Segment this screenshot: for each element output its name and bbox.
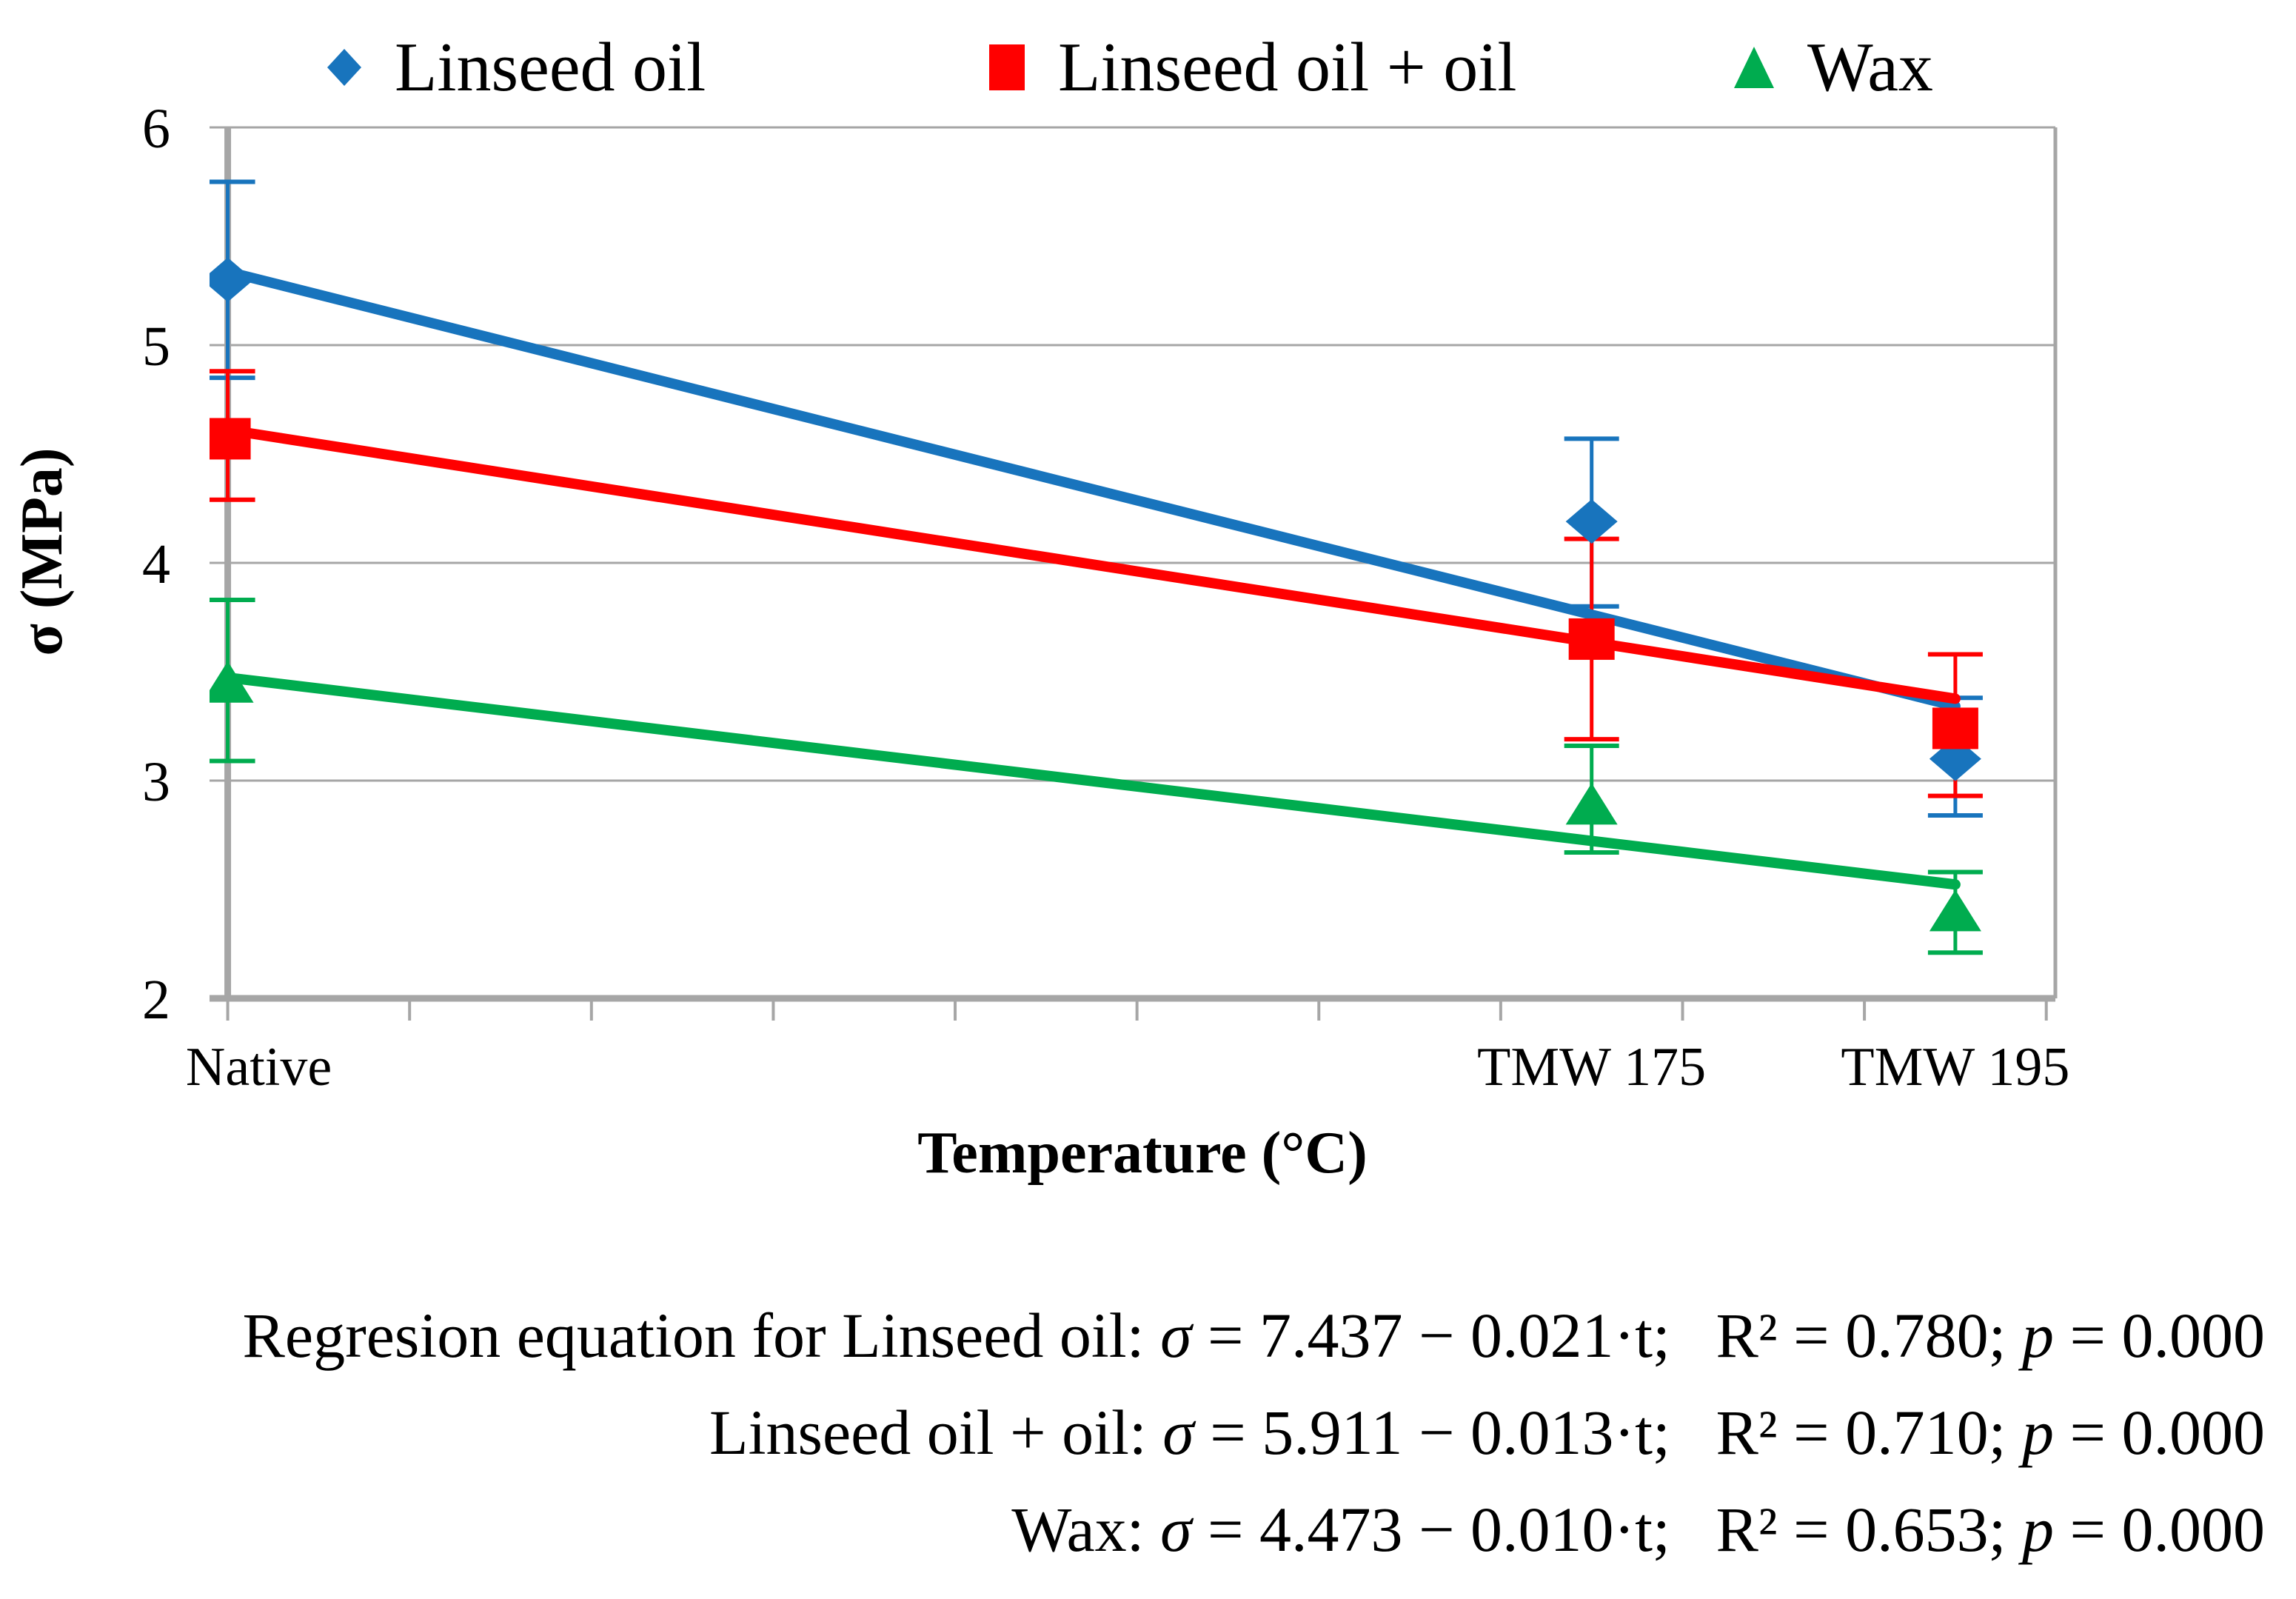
legend-item-wax: Wax	[1734, 27, 1933, 108]
equation-linseed-oil-plus-oil: Linseed oil + oil: σ = 5.911 − 0.013·t; …	[243, 1384, 2265, 1481]
data-point-square	[1568, 618, 1615, 660]
diamond-marker-icon	[327, 49, 361, 86]
r-squared: R² = 0.780;	[1716, 1300, 2007, 1371]
triangle-marker-icon	[1734, 47, 1774, 88]
trend-line	[222, 672, 1961, 890]
p-symbol: p	[2021, 1494, 2054, 1565]
x-category-label: TMW 195	[1841, 1037, 2069, 1098]
r-squared: R² = 0.710;	[1716, 1397, 2007, 1468]
data-point-diamond	[210, 257, 254, 302]
x-axis-title: Temperature (°C)	[917, 1121, 1368, 1186]
equation-formula: = 7.437 − 0.021·t;	[1208, 1300, 1670, 1371]
legend-label: Linseed oil	[395, 29, 706, 106]
regression-equations: Regresion equation for Linseed oil: σ = …	[243, 1287, 2265, 1578]
y-tick-label: 3	[142, 751, 170, 813]
equation-linseed-oil: Regresion equation for Linseed oil: σ = …	[243, 1287, 2265, 1384]
legend-item-linseed-oil-plus-oil: Linseed oil + oil	[989, 27, 1517, 108]
r-squared: R² = 0.653;	[1716, 1494, 2007, 1565]
sigma-symbol: σ	[1160, 1494, 1192, 1565]
data-point-triangle	[210, 661, 254, 703]
y-tick-label: 4	[142, 533, 170, 595]
trend-line	[222, 266, 1961, 712]
data-point-square	[1932, 707, 1978, 750]
data-point-diamond	[1565, 499, 1618, 544]
equation-wax: Wax: σ = 4.473 − 0.010·t; R² = 0.653; p …	[243, 1481, 2265, 1578]
equation-formula: = 5.911 − 0.013·t;	[1210, 1397, 1670, 1468]
p-value: = 0.000	[2069, 1494, 2265, 1565]
data-point-triangle	[1929, 889, 1981, 932]
p-symbol: p	[2021, 1300, 2054, 1371]
x-category-label: TMW 175	[1477, 1037, 1706, 1098]
legend-item-linseed-oil: Linseed oil	[327, 27, 706, 108]
plot-area	[210, 179, 1983, 955]
equation-formula: = 4.473 − 0.010·t;	[1208, 1494, 1670, 1565]
sigma-symbol: σ	[1162, 1397, 1194, 1468]
chart-legend: Linseed oil Linseed oil + oil Wax	[0, 27, 2296, 108]
p-value: = 0.000	[2069, 1300, 2265, 1371]
data-point-square	[210, 418, 251, 460]
equation-label: Linseed oil + oil:	[709, 1397, 1147, 1468]
equation-label: Wax:	[1011, 1494, 1145, 1565]
p-symbol: p	[2021, 1397, 2054, 1468]
p-value: = 0.000	[2069, 1397, 2265, 1468]
equation-label: Regresion equation for Linseed oil:	[242, 1300, 1145, 1371]
data-point-triangle	[1565, 783, 1618, 825]
x-category-label: Native	[186, 1037, 332, 1098]
legend-label: Linseed oil + oil	[1058, 29, 1517, 106]
y-tick-label: 6	[142, 98, 170, 160]
y-axis-title: σ (MPa)	[10, 447, 75, 656]
y-tick-label: 5	[142, 316, 170, 378]
square-marker-icon	[989, 44, 1025, 90]
trend-line	[222, 424, 1961, 704]
y-tick-label: 2	[142, 969, 170, 1031]
sigma-symbol: σ	[1160, 1300, 1192, 1371]
legend-label: Wax	[1807, 29, 1933, 106]
